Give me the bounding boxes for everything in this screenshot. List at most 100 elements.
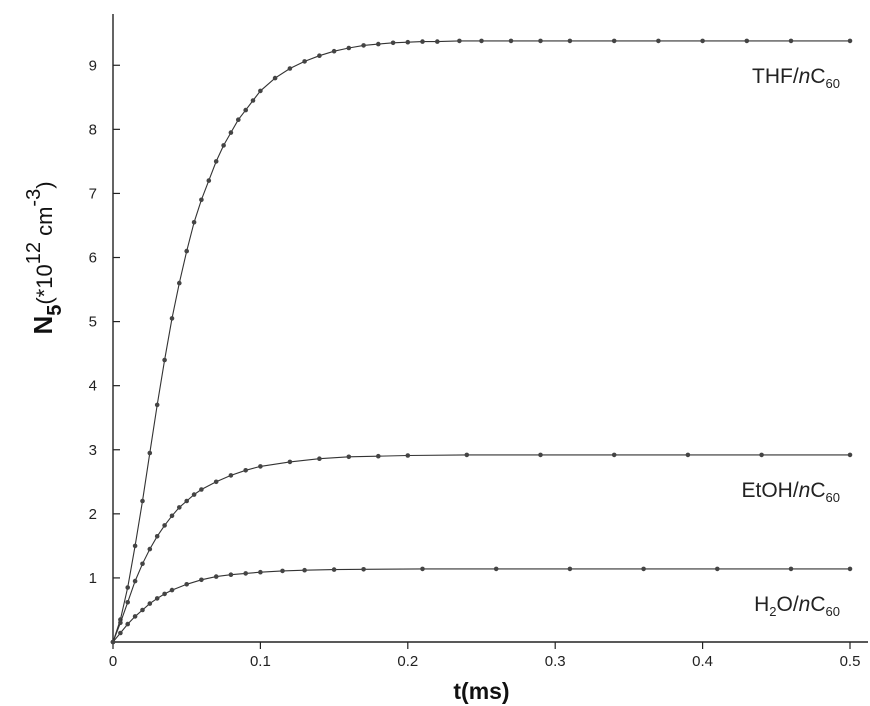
data-point <box>258 464 263 469</box>
y-title-suffix: ) <box>32 181 57 188</box>
data-point <box>140 498 145 504</box>
data-point <box>169 587 175 593</box>
data-point <box>847 452 853 458</box>
y-tick-label: 7 <box>89 185 97 202</box>
data-point <box>147 450 153 456</box>
y-title-exp: 12 <box>23 242 45 264</box>
data-point <box>199 487 204 492</box>
data-point <box>611 38 617 44</box>
data-point <box>390 40 396 46</box>
y-tick-label: 5 <box>89 314 97 331</box>
data-point <box>361 567 366 572</box>
data-point <box>656 38 661 44</box>
data-point <box>213 574 219 579</box>
ticks: 0 0.1 0.2 0.3 0.4 0.5 1 2 3 4 5 6 7 8 9 <box>89 57 861 670</box>
data-point <box>479 38 484 44</box>
data-point <box>715 566 720 572</box>
data-point <box>508 38 514 44</box>
data-point <box>213 479 219 485</box>
axes <box>112 14 868 643</box>
series-label-h2o: H2O/nC60 <box>754 593 840 619</box>
data-point <box>280 568 285 574</box>
data-point <box>147 601 153 606</box>
data-point <box>184 498 189 504</box>
data-point <box>154 596 160 601</box>
data-point <box>243 107 248 113</box>
data-point <box>228 130 234 135</box>
data-point <box>538 38 543 44</box>
data-point <box>228 473 234 478</box>
y-title-unit: cm <box>32 207 57 242</box>
data-point <box>317 53 322 58</box>
data-point <box>700 38 705 44</box>
data-point <box>236 117 241 122</box>
data-point <box>405 453 411 458</box>
data-point <box>118 620 123 626</box>
data-point <box>405 39 411 45</box>
data-point <box>847 38 853 44</box>
data-point <box>346 454 352 460</box>
data-point <box>154 534 160 539</box>
data-point <box>567 38 573 44</box>
series-line-etoh <box>112 454 850 643</box>
x-tick-label: 0.4 <box>692 653 713 670</box>
x-tick-label: 0.2 <box>397 653 418 670</box>
y-title-prefix: (*10 <box>32 264 57 304</box>
series-line-thf <box>112 40 850 643</box>
data-point <box>258 569 263 575</box>
data-point <box>162 591 167 597</box>
y-tick-label: 4 <box>89 378 97 395</box>
y-tick-label: 1 <box>89 570 97 587</box>
y-tick-label: 2 <box>89 506 97 523</box>
series-layer <box>110 38 853 645</box>
data-point <box>435 39 440 44</box>
data-point <box>420 39 425 44</box>
data-point <box>140 607 145 613</box>
x-tick-label: 0.3 <box>545 653 566 670</box>
y-tick-label: 9 <box>89 57 97 74</box>
data-point <box>199 197 204 203</box>
data-point <box>567 566 573 572</box>
data-point <box>169 513 175 519</box>
y-title-base: N <box>28 316 58 335</box>
data-point <box>213 159 219 164</box>
x-tick-label: 0.5 <box>840 653 861 670</box>
data-point <box>184 248 189 254</box>
x-tick-label: 0 <box>109 653 117 670</box>
series-line-h2o <box>112 568 850 643</box>
data-point <box>177 280 182 286</box>
y-title-base-sub: 5 <box>44 305 66 316</box>
data-point <box>376 453 381 459</box>
y-tick-label: 3 <box>89 442 97 459</box>
data-point <box>132 614 138 619</box>
data-point <box>118 630 123 636</box>
data-point <box>162 523 167 528</box>
data-point <box>287 66 293 71</box>
data-point <box>162 357 167 363</box>
data-point <box>243 468 248 473</box>
data-point <box>346 45 352 51</box>
x-axis-title: t(ms) <box>453 678 509 704</box>
data-point <box>493 566 499 572</box>
series-h2o <box>110 566 853 645</box>
data-point <box>125 585 130 590</box>
y-tick-label: 8 <box>89 121 97 138</box>
data-point <box>169 316 175 321</box>
data-point <box>206 178 212 183</box>
data-point <box>191 220 197 225</box>
data-point <box>317 456 322 462</box>
data-point <box>125 621 130 627</box>
data-point <box>154 402 160 408</box>
data-point <box>331 48 337 54</box>
data-point <box>132 578 138 584</box>
y-axis-title: N5(*1012 cm-3) <box>23 181 66 334</box>
y-tick-label: 6 <box>89 250 97 267</box>
series-label-thf: THF/nC60 <box>752 65 840 91</box>
data-point <box>272 75 278 81</box>
data-point <box>744 38 750 44</box>
data-point <box>376 41 381 47</box>
data-point <box>685 452 691 458</box>
data-point <box>302 567 307 573</box>
data-point <box>221 143 226 148</box>
